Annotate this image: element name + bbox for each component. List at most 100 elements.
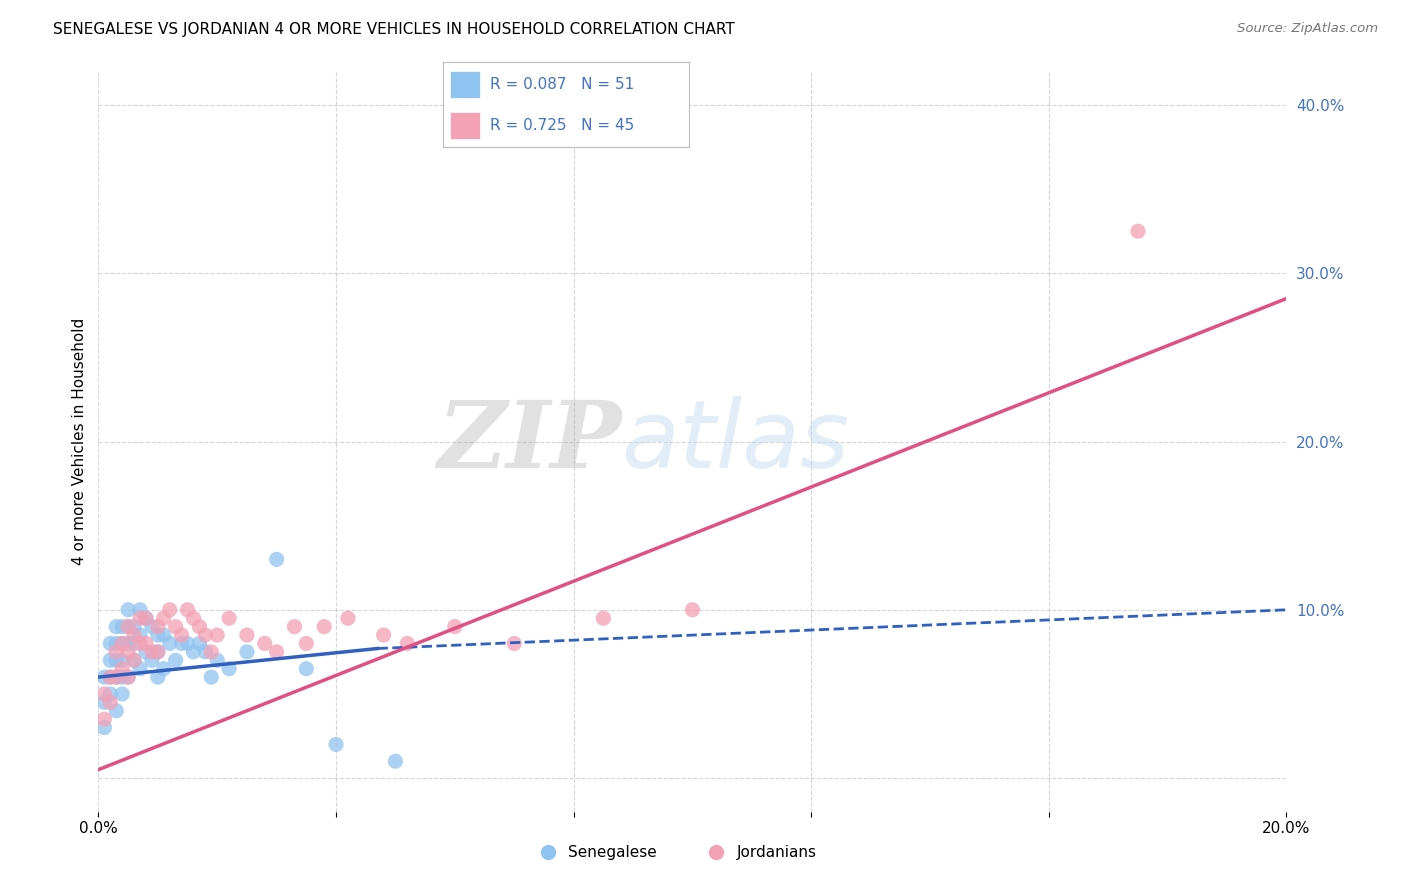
Point bbox=[200, 645, 222, 659]
Point bbox=[111, 619, 134, 633]
Y-axis label: 4 or more Vehicles in Household: 4 or more Vehicles in Household bbox=[72, 318, 87, 566]
Point bbox=[218, 662, 240, 676]
Point bbox=[152, 628, 174, 642]
Point bbox=[146, 670, 169, 684]
Point bbox=[98, 695, 121, 709]
Point bbox=[105, 636, 128, 650]
Point bbox=[183, 611, 205, 625]
Point bbox=[165, 619, 187, 633]
Point bbox=[336, 611, 359, 625]
Point bbox=[98, 670, 121, 684]
Point bbox=[314, 619, 336, 633]
Point bbox=[111, 662, 134, 676]
Point bbox=[105, 645, 128, 659]
Point bbox=[117, 619, 139, 633]
Point bbox=[141, 619, 163, 633]
Point bbox=[236, 628, 259, 642]
Point bbox=[176, 603, 198, 617]
Point bbox=[122, 653, 145, 667]
Point bbox=[135, 611, 157, 625]
Point bbox=[93, 721, 115, 735]
Point bbox=[129, 662, 152, 676]
Point bbox=[141, 645, 163, 659]
Point bbox=[295, 662, 318, 676]
Point bbox=[117, 645, 139, 659]
Text: ZIP: ZIP bbox=[437, 397, 621, 486]
Point bbox=[105, 619, 128, 633]
Bar bbox=[450, 112, 479, 139]
Point bbox=[93, 687, 115, 701]
Point bbox=[176, 636, 198, 650]
Point bbox=[681, 603, 703, 617]
Text: R = 0.725   N = 45: R = 0.725 N = 45 bbox=[489, 118, 634, 133]
Point bbox=[111, 670, 134, 684]
Point bbox=[396, 636, 419, 650]
Point bbox=[503, 636, 526, 650]
Point bbox=[135, 636, 157, 650]
Point bbox=[170, 636, 193, 650]
Text: Senegalese: Senegalese bbox=[568, 845, 657, 860]
Point bbox=[129, 636, 152, 650]
Point bbox=[266, 552, 288, 566]
Point bbox=[129, 603, 152, 617]
Point bbox=[170, 628, 193, 642]
Point bbox=[253, 636, 276, 650]
Point bbox=[93, 670, 115, 684]
Point bbox=[200, 670, 222, 684]
Point bbox=[117, 603, 139, 617]
Point bbox=[105, 670, 128, 684]
Point bbox=[135, 645, 157, 659]
Point bbox=[188, 619, 211, 633]
Point bbox=[384, 754, 406, 768]
Point bbox=[165, 653, 187, 667]
Point bbox=[122, 653, 145, 667]
Point bbox=[111, 636, 134, 650]
Text: SENEGALESE VS JORDANIAN 4 OR MORE VEHICLES IN HOUSEHOLD CORRELATION CHART: SENEGALESE VS JORDANIAN 4 OR MORE VEHICL… bbox=[53, 22, 735, 37]
Point bbox=[129, 628, 152, 642]
Point bbox=[93, 695, 115, 709]
Point bbox=[236, 645, 259, 659]
Point bbox=[373, 628, 395, 642]
Point bbox=[98, 687, 121, 701]
Text: atlas: atlas bbox=[621, 396, 849, 487]
Point bbox=[98, 636, 121, 650]
Point bbox=[122, 628, 145, 642]
Point bbox=[105, 653, 128, 667]
Point bbox=[205, 628, 228, 642]
Point bbox=[146, 619, 169, 633]
Point bbox=[117, 636, 139, 650]
Point bbox=[152, 611, 174, 625]
Point bbox=[1126, 224, 1149, 238]
Bar bbox=[450, 71, 479, 98]
Point bbox=[266, 645, 288, 659]
Text: R = 0.087   N = 51: R = 0.087 N = 51 bbox=[489, 77, 634, 92]
Point bbox=[194, 628, 217, 642]
Point bbox=[159, 603, 181, 617]
Point bbox=[117, 670, 139, 684]
Point bbox=[146, 645, 169, 659]
Point bbox=[122, 636, 145, 650]
Point bbox=[105, 670, 128, 684]
Text: Source: ZipAtlas.com: Source: ZipAtlas.com bbox=[1237, 22, 1378, 36]
Point bbox=[159, 636, 181, 650]
Point bbox=[135, 611, 157, 625]
Point bbox=[146, 628, 169, 642]
Point bbox=[218, 611, 240, 625]
Point bbox=[105, 704, 128, 718]
Point bbox=[325, 738, 347, 752]
Point bbox=[152, 662, 174, 676]
Point bbox=[205, 653, 228, 667]
Point bbox=[188, 636, 211, 650]
Text: Jordanians: Jordanians bbox=[737, 845, 817, 860]
Point bbox=[117, 619, 139, 633]
Point bbox=[443, 619, 465, 633]
Point bbox=[295, 636, 318, 650]
Point bbox=[111, 653, 134, 667]
Point bbox=[98, 653, 121, 667]
Point bbox=[283, 619, 305, 633]
Point bbox=[111, 687, 134, 701]
Point bbox=[93, 712, 115, 726]
Point bbox=[129, 611, 152, 625]
Point bbox=[183, 645, 205, 659]
Point bbox=[141, 653, 163, 667]
